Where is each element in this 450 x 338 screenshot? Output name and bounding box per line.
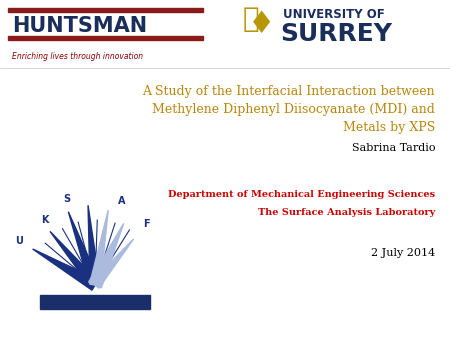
Text: K: K	[41, 215, 48, 225]
Text: UNIVERSITY OF: UNIVERSITY OF	[283, 8, 385, 21]
Text: U: U	[15, 236, 23, 246]
Bar	[40, 295, 150, 309]
Text: S: S	[63, 194, 71, 204]
Polygon shape	[88, 205, 100, 285]
Bar	[8, 36, 203, 40]
Text: Metals by XPS: Metals by XPS	[343, 121, 435, 134]
Polygon shape	[91, 239, 134, 288]
Polygon shape	[89, 223, 124, 288]
Text: A: A	[118, 196, 126, 206]
Text: Sabrina Tardio: Sabrina Tardio	[351, 143, 435, 153]
Text: HUNTSMAN: HUNTSMAN	[12, 16, 147, 36]
Polygon shape	[90, 210, 108, 286]
Text: Enriching lives through innovation: Enriching lives through innovation	[12, 52, 143, 61]
Text: The Surface Analysis Laboratory: The Surface Analysis Laboratory	[258, 208, 435, 217]
Text: 2 July 2014: 2 July 2014	[371, 248, 435, 258]
Text: A Study of the Interfacial Interaction between: A Study of the Interfacial Interaction b…	[142, 85, 435, 98]
Polygon shape	[33, 249, 98, 290]
Polygon shape	[50, 232, 99, 288]
Text: ♦: ♦	[248, 10, 275, 39]
Text: Methylene Diphenyl Diisocyanate (MDI) and: Methylene Diphenyl Diisocyanate (MDI) an…	[152, 103, 435, 116]
Text: 🦌: 🦌	[243, 5, 260, 33]
Bar	[8, 8, 203, 12]
Polygon shape	[68, 212, 100, 287]
Text: SURREY: SURREY	[280, 22, 392, 46]
Text: Department of Mechanical Engineering Sciences: Department of Mechanical Engineering Sci…	[168, 190, 435, 199]
Text: F: F	[143, 219, 150, 229]
